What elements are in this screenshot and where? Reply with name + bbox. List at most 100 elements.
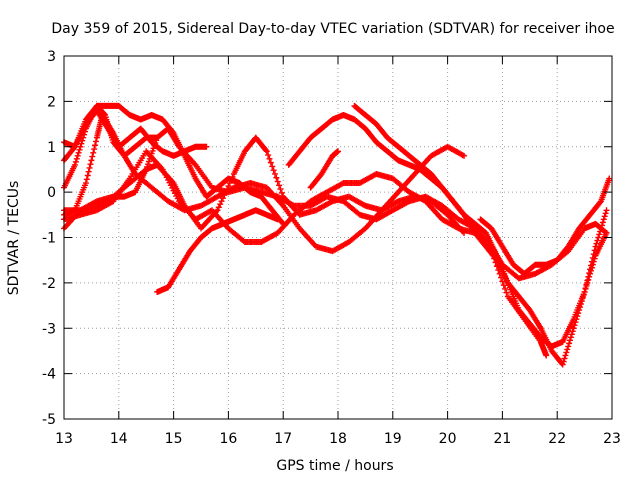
series-track-g <box>61 148 550 359</box>
x-tick-label: 21 <box>493 431 511 447</box>
data-point <box>221 192 228 199</box>
y-tick-label: 1 <box>47 140 56 156</box>
data-point <box>78 140 85 147</box>
data-point <box>214 207 221 214</box>
data-point <box>585 273 592 280</box>
data-point <box>561 355 568 362</box>
x-tick-label: 16 <box>219 431 237 447</box>
data-point <box>576 307 583 314</box>
data-point <box>591 247 598 254</box>
data-point <box>543 352 550 359</box>
data-point <box>89 153 96 160</box>
x-tick-label: 23 <box>603 431 621 447</box>
data-point <box>588 258 595 265</box>
data-point <box>225 183 232 190</box>
data-point <box>601 213 608 220</box>
data-point <box>262 147 269 154</box>
x-tick-label: 19 <box>384 431 402 447</box>
data-point <box>579 295 586 301</box>
data-point <box>587 262 594 269</box>
data-point <box>502 285 509 292</box>
data-point <box>273 174 280 181</box>
series-track-l <box>477 175 613 277</box>
y-tick-label: -4 <box>42 367 56 383</box>
data-point <box>580 291 587 298</box>
data-point <box>581 288 588 295</box>
x-tick-label: 22 <box>548 431 566 447</box>
data-point <box>606 175 613 182</box>
series-track-d <box>61 111 468 255</box>
data-point <box>229 174 236 180</box>
data-point <box>270 167 277 174</box>
data-point <box>203 143 210 150</box>
data-point <box>90 149 97 156</box>
data-point <box>568 331 575 338</box>
series-track-h <box>154 207 281 295</box>
data-point <box>503 289 510 296</box>
data-point <box>74 152 81 159</box>
chart-title: Day 359 of 2015, Sidereal Day-to-day VTE… <box>51 21 614 37</box>
data-point <box>562 352 569 359</box>
data-point <box>578 298 585 305</box>
data-point <box>274 178 281 185</box>
data-point <box>75 149 82 156</box>
data-point <box>335 148 341 155</box>
data-point <box>222 189 229 196</box>
data-point <box>565 343 572 350</box>
data-point <box>218 198 225 205</box>
y-tick-label: 2 <box>47 94 56 110</box>
series-track-i <box>285 111 610 350</box>
data-point <box>91 146 98 153</box>
data-point <box>573 316 580 323</box>
data-point <box>595 234 602 241</box>
data-point <box>598 225 605 232</box>
data-point <box>571 322 578 329</box>
data-point <box>586 270 593 277</box>
data-point <box>603 207 610 214</box>
data-point <box>589 254 596 261</box>
gridlines <box>64 56 612 419</box>
data-point <box>461 152 468 159</box>
data-point <box>269 163 276 170</box>
data-point <box>597 228 604 235</box>
x-tick-label: 15 <box>165 431 183 447</box>
data-points <box>61 102 613 368</box>
data-point <box>566 337 573 344</box>
data-point <box>590 251 597 258</box>
data-point <box>567 334 574 341</box>
data-point <box>583 281 590 288</box>
data-point <box>592 243 599 250</box>
data-point <box>82 180 89 187</box>
series-track-j <box>307 148 341 191</box>
x-tick-label: 18 <box>329 431 347 447</box>
data-point <box>598 222 605 229</box>
data-point <box>584 277 591 284</box>
data-point <box>92 142 99 149</box>
data-point <box>564 346 571 353</box>
data-point <box>85 168 92 175</box>
data-point <box>71 161 78 168</box>
data-point <box>276 182 283 189</box>
data-point <box>266 155 273 162</box>
data-point <box>566 340 573 347</box>
series-track-k <box>351 102 610 368</box>
data-point <box>87 161 94 168</box>
data-point <box>569 328 576 335</box>
y-tick-label: -1 <box>42 231 56 247</box>
data-point <box>88 157 95 164</box>
data-point <box>92 138 99 145</box>
y-tick-label: 3 <box>47 49 56 65</box>
data-point <box>224 186 231 193</box>
data-point <box>559 361 566 368</box>
data-point <box>587 266 594 273</box>
data-point <box>570 325 577 332</box>
data-point <box>577 304 584 311</box>
data-point <box>274 216 281 223</box>
data-point <box>600 216 607 223</box>
x-tick-label: 20 <box>439 431 457 447</box>
x-axis-label: GPS time / hours <box>276 458 393 474</box>
data-point <box>267 159 274 166</box>
